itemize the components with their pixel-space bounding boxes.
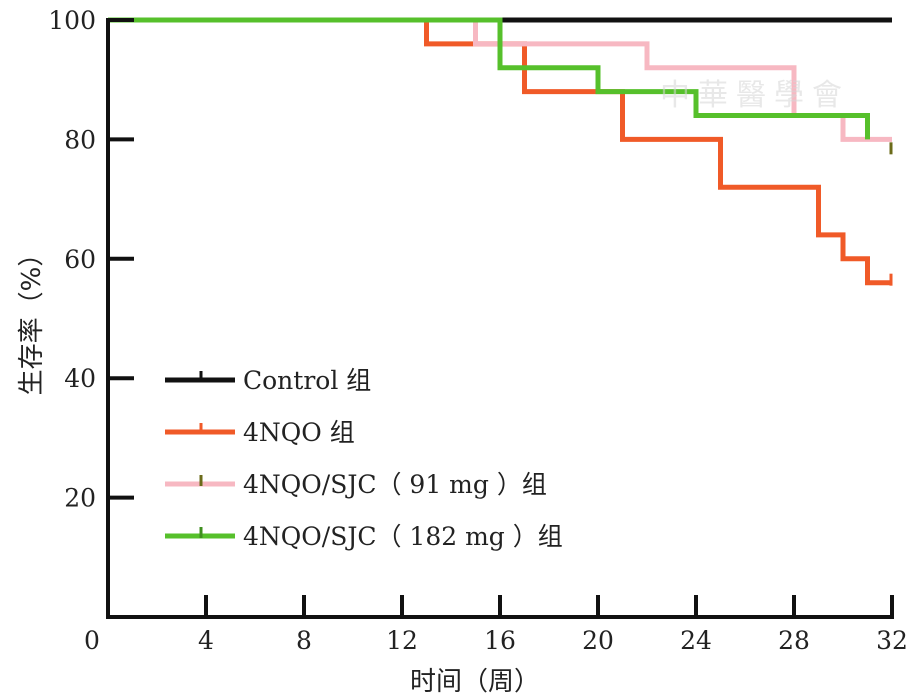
x-tick-label: 12 xyxy=(386,626,418,655)
ticks-layer: 0 4 8 12 16 20 24 28 32 20 40 60 80 100 xyxy=(48,6,908,655)
x-tick-label: 20 xyxy=(582,626,614,655)
legend-label-0: Control 组 xyxy=(243,366,371,395)
x-tick-label: 0 xyxy=(84,626,100,655)
y-axis-title: 生存率（%） xyxy=(17,241,47,396)
x-tick-label: 8 xyxy=(296,626,312,655)
series-layer xyxy=(108,17,893,286)
y-tick-label: 100 xyxy=(48,6,96,35)
y-tick-label: 40 xyxy=(64,364,96,393)
x-tick-label: 24 xyxy=(680,626,712,655)
x-tick-label: 4 xyxy=(198,626,214,655)
legend-label-1: 4NQO 组 xyxy=(243,418,355,447)
x-axis-title: 时间（周） xyxy=(410,667,540,697)
series-line-3 xyxy=(108,17,870,140)
y-tick-label: 20 xyxy=(64,484,96,513)
x-tick-label: 28 xyxy=(778,626,810,655)
x-tick-label: 16 xyxy=(484,626,516,655)
watermark-text: 中華醫學會 xyxy=(660,78,850,113)
y-tick-label: 80 xyxy=(64,125,96,154)
legend-label-3: 4NQO/SJC（ 182 mg ）组 xyxy=(243,522,563,551)
series-line-2 xyxy=(108,17,892,142)
legend-label-2: 4NQO/SJC（ 91 mg ）组 xyxy=(243,470,547,499)
x-tick-label: 32 xyxy=(876,626,908,655)
legend: Control 组 4NQO 组 4NQO/SJC（ 91 mg ）组 4NQO/SJ… xyxy=(165,366,563,551)
y-tick-label: 60 xyxy=(64,245,96,274)
